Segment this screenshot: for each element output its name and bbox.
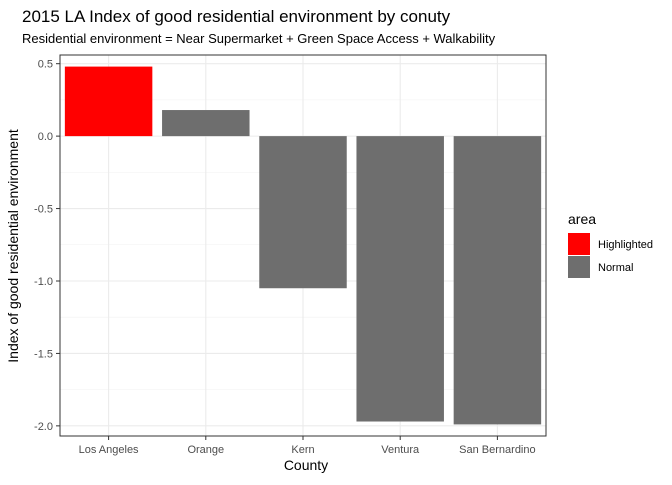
plot-area: 0.5 0.0 -0.5 -1.0 -1.5 -2.0 Los Angeles Orange K… [34,54,547,456]
x-axis-title: County [284,457,328,473]
y-tick-label: -1.5 [34,348,53,360]
x-tick-label: Los Angeles [79,444,139,456]
bar-kern [259,136,347,289]
legend-label: Highlighted [598,239,653,251]
bar-los-angeles [64,66,153,137]
y-tick-label: 0.5 [38,59,53,71]
y-tick-label: -2.0 [34,421,53,433]
x-tick-label: Kern [291,444,314,456]
y-tick-label: 0.0 [38,131,53,143]
legend-key [568,256,590,278]
x-tick-label: Ventura [381,444,420,456]
x-tick-label: Orange [187,444,224,456]
x-tick-label: San Bernardino [459,444,535,456]
y-tick-label: -0.5 [34,204,53,216]
y-axis-title: Index of good residential environment [5,129,21,363]
chart-title: 2015 LA Index of good residential enviro… [22,7,451,26]
legend-key [568,233,590,255]
bar-ventura [356,136,444,422]
chart-subtitle: Residential environment = Near Supermark… [22,31,496,46]
legend-title: area [568,211,596,227]
y-tick-label: -1.0 [34,276,53,288]
legend-label: Normal [598,262,633,274]
bar-san-bernardino [453,136,542,425]
bar-orange [162,110,250,137]
